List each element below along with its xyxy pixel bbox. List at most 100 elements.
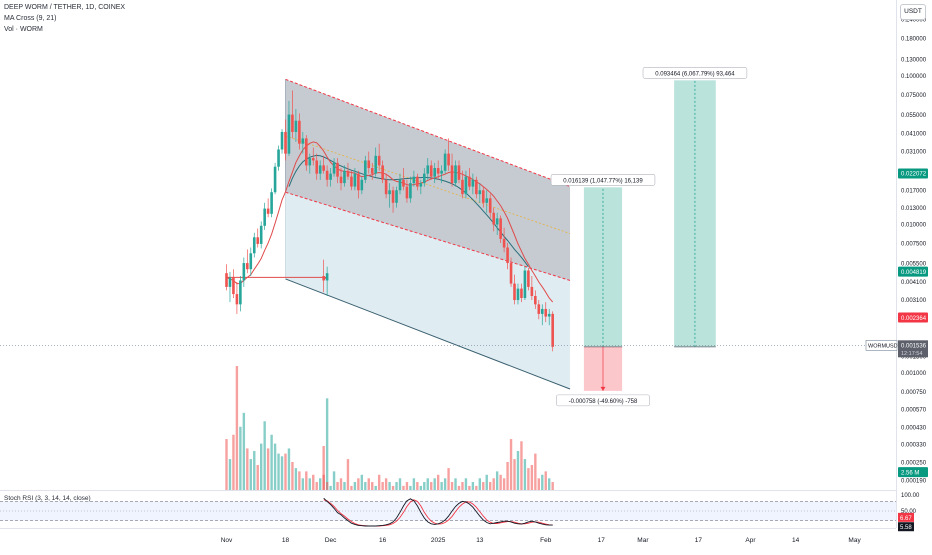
candle-body — [471, 179, 475, 187]
candle-body — [520, 288, 523, 298]
volume-bar — [430, 482, 433, 490]
candle-body — [246, 263, 249, 270]
volume-bar — [485, 474, 488, 490]
price-badge — [898, 168, 928, 179]
price-axis-tick-label: 0.004100 — [901, 280, 927, 286]
volume-bar — [509, 439, 513, 490]
volume-bar — [450, 482, 454, 490]
volume-bar — [391, 485, 395, 490]
volume-bar — [301, 478, 305, 490]
time-axis-tick-label: Dec — [325, 537, 337, 544]
stoch-k-label: 6.67 — [900, 516, 912, 522]
volume-bar — [423, 482, 426, 490]
position-target-zone — [583, 187, 623, 347]
candle-body — [422, 173, 426, 184]
position-target-label: 0.016139 (1,047.77%) 16,139 — [563, 178, 643, 184]
volume-bar — [357, 478, 360, 490]
volume-bar — [332, 471, 336, 490]
candle-body — [381, 165, 384, 180]
symbol-title[interactable]: DEEP WORM / TETHER, 1D, COINEX — [4, 4, 126, 11]
candle-body — [398, 179, 402, 191]
volume-bar — [419, 485, 423, 490]
time-axis-tick-label: 17 — [695, 537, 703, 544]
candle-body — [402, 179, 405, 187]
volume-bar — [468, 485, 471, 490]
volume-bar — [277, 453, 280, 490]
candle-body — [513, 283, 516, 301]
candle-body — [488, 198, 492, 213]
price-axis-tick-label: 0.010000 — [901, 223, 927, 229]
volume-bar — [457, 485, 461, 490]
price-axis-tick-label: 0.075000 — [901, 93, 927, 99]
currency-button[interactable]: USDT — [900, 4, 926, 20]
ma-cross-legend[interactable]: MA Cross (9, 21) — [4, 15, 57, 22]
candle-body — [412, 176, 416, 184]
candle-body — [360, 179, 364, 191]
candle-body — [305, 138, 308, 166]
candle-body — [436, 168, 440, 174]
stoch-k-line — [323, 497, 553, 527]
price-badge-label: 2.56 M — [901, 470, 919, 476]
volume-bar — [471, 482, 475, 490]
candle-body — [388, 190, 391, 195]
price-axis-tick-label: 0.000190 — [901, 478, 927, 484]
volume-bar — [235, 366, 239, 490]
candle-body — [454, 165, 457, 184]
candle-body — [343, 170, 346, 184]
volume-bar — [464, 478, 468, 490]
candle-body — [502, 238, 506, 248]
volume-bar — [228, 459, 232, 490]
price-axis-tick-label: 0.130000 — [901, 57, 927, 63]
candle-body — [370, 168, 374, 174]
volume-bar — [461, 482, 464, 490]
candle-body — [391, 190, 395, 203]
price-axis-tick-label: 0.031000 — [901, 150, 927, 156]
candle-body — [235, 294, 239, 305]
volume-bar — [381, 482, 384, 490]
last-price-label: 0.001536 — [901, 344, 927, 350]
time-axis-tick-label: 17 — [598, 537, 606, 544]
volume-bar — [322, 474, 325, 490]
candle-body — [419, 183, 423, 187]
volume-bar — [367, 478, 370, 490]
candle-body — [273, 166, 277, 193]
candle-body — [225, 273, 228, 287]
volume-bar — [489, 482, 492, 490]
candle-body — [506, 247, 509, 264]
candle-body — [409, 183, 412, 199]
volume-bar — [409, 485, 412, 490]
candle-body — [291, 114, 294, 132]
time-axis-tick-label: 14 — [792, 537, 800, 544]
volume-bar — [478, 478, 482, 490]
price-axis-tick-label: 0.041000 — [901, 132, 927, 138]
candle-body — [384, 179, 388, 195]
candle-body — [468, 176, 471, 187]
position-target-label: 0.093464 (6,067.79%) 93,464 — [655, 71, 735, 77]
volume-bar — [266, 448, 270, 490]
volume-bar — [280, 456, 284, 490]
volume-bar — [253, 450, 256, 490]
time-axis-tick-label: 16 — [379, 537, 387, 544]
price-axis-tick-label: 0.240000 — [901, 18, 927, 24]
candle-body — [416, 176, 419, 187]
volume-bar — [482, 482, 485, 490]
volume-bar — [534, 453, 537, 490]
price-axis-tick-label: 0.003100 — [901, 298, 927, 304]
volume-bar — [256, 464, 259, 490]
volume-bar — [499, 474, 502, 490]
volume-bar — [273, 443, 277, 490]
candle-body — [426, 165, 430, 174]
candle-body — [350, 176, 353, 187]
candle-body — [429, 165, 433, 177]
candle-body — [308, 158, 312, 166]
volume-legend[interactable]: Vol · WORM — [4, 26, 43, 33]
price-axis-tick-label: 0.001000 — [901, 371, 927, 377]
volume-bar — [527, 468, 530, 490]
candle-body — [311, 158, 315, 161]
candle-body — [325, 170, 329, 180]
candle-body — [315, 160, 319, 174]
candle-body — [322, 275, 325, 281]
